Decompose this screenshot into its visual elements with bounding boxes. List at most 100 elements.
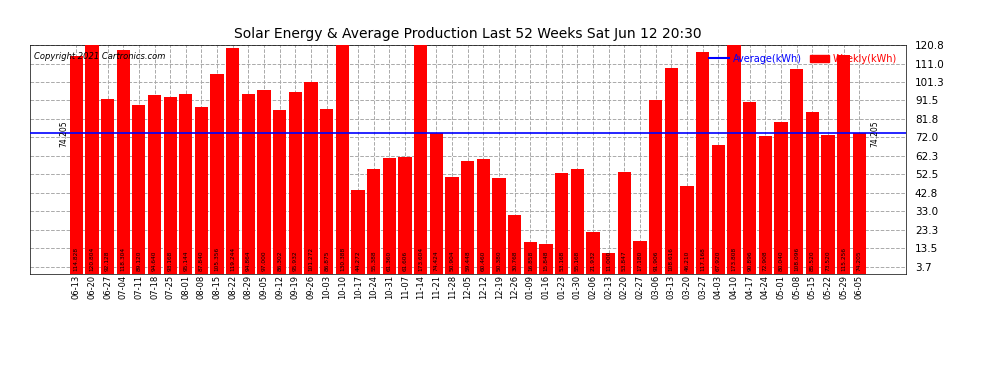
Bar [446,177,458,274]
Text: 101.272: 101.272 [309,247,314,271]
Bar [461,161,474,274]
Bar [790,69,803,274]
Bar [273,110,286,274]
Text: 53.847: 53.847 [622,250,627,271]
Text: 130.388: 130.388 [340,247,345,271]
Text: 173.604: 173.604 [419,247,424,271]
Bar [664,68,678,274]
Text: 173.808: 173.808 [732,247,737,271]
Text: 89.120: 89.120 [137,251,142,271]
Bar [133,105,146,274]
Bar [289,92,302,274]
Text: 15.848: 15.848 [544,251,548,271]
Text: 91.906: 91.906 [653,251,658,271]
Bar [852,133,866,274]
Text: 61.360: 61.360 [387,251,392,271]
Bar [571,169,584,274]
Text: 16.858: 16.858 [528,251,533,271]
Text: 120.804: 120.804 [89,247,94,271]
Bar [477,159,490,274]
Text: 74.205: 74.205 [870,120,879,147]
Bar [226,48,240,274]
Text: 114.828: 114.828 [73,247,78,271]
Bar [320,109,334,274]
Bar [602,253,616,274]
Bar [85,45,98,274]
Legend: Average(kWh), Weekly(kWh): Average(kWh), Weekly(kWh) [706,50,901,68]
Text: 60.460: 60.460 [481,251,486,271]
Text: 117.168: 117.168 [700,247,705,271]
Bar [148,94,161,274]
Text: 55.388: 55.388 [371,250,376,271]
Text: 72.908: 72.908 [763,250,768,271]
Text: 30.768: 30.768 [512,251,517,271]
Text: 115.256: 115.256 [842,247,846,271]
Bar [101,99,114,274]
Bar [806,112,819,274]
Text: 97.000: 97.000 [261,250,266,271]
Bar [242,94,255,274]
Text: 17.180: 17.180 [638,251,643,271]
Bar [414,0,428,274]
Bar [398,157,412,274]
Bar [634,241,646,274]
Bar [163,98,177,274]
Text: 53.168: 53.168 [559,251,564,271]
Bar [680,186,694,274]
Text: 108.096: 108.096 [794,247,799,271]
Text: 50.380: 50.380 [497,250,502,271]
Bar [257,90,271,274]
Bar [117,50,130,274]
Bar [69,56,83,274]
Bar [774,122,788,274]
Text: 55.168: 55.168 [575,251,580,271]
Bar [195,107,208,274]
Bar [430,133,444,274]
Bar [838,56,850,274]
Bar [367,169,380,274]
Bar [540,244,552,274]
Bar [586,232,600,274]
Text: 74.424: 74.424 [434,250,439,271]
Text: 108.616: 108.616 [669,247,674,271]
Text: 86.875: 86.875 [325,251,330,271]
Bar [618,172,631,274]
Bar [351,190,364,274]
Text: 21.932: 21.932 [591,251,596,271]
Text: 11.000: 11.000 [606,251,611,271]
Bar [649,100,662,274]
Bar [712,145,725,274]
Text: 50.904: 50.904 [449,250,454,271]
Text: 95.144: 95.144 [183,251,188,271]
Text: 46.210: 46.210 [684,251,690,271]
Text: 119.244: 119.244 [231,247,236,271]
Text: 86.302: 86.302 [277,251,282,271]
Bar [524,242,538,274]
Bar [336,27,349,274]
Bar [728,0,741,274]
Text: 90.896: 90.896 [747,251,752,271]
Bar [555,173,568,274]
Title: Solar Energy & Average Production Last 52 Weeks Sat Jun 12 20:30: Solar Energy & Average Production Last 5… [234,27,702,41]
Text: 74.205: 74.205 [857,250,862,271]
Text: 59.448: 59.448 [465,250,470,271]
Text: 87.840: 87.840 [199,250,204,271]
Text: 85.520: 85.520 [810,250,815,271]
Bar [822,135,835,274]
Bar [211,74,224,274]
Bar [696,52,710,274]
Bar [743,102,756,274]
Bar [305,82,318,274]
Text: 94.640: 94.640 [152,251,157,271]
Text: 73.520: 73.520 [826,250,831,271]
Bar [179,94,192,274]
Text: 118.304: 118.304 [121,247,126,271]
Text: 74.205: 74.205 [59,120,68,147]
Bar [508,216,522,274]
Text: 94.864: 94.864 [246,251,251,271]
Bar [492,178,506,274]
Text: 93.168: 93.168 [167,251,172,271]
Text: Copyright 2021 Cartronics.com: Copyright 2021 Cartronics.com [34,52,165,61]
Text: 61.606: 61.606 [403,251,408,271]
Bar [758,136,772,274]
